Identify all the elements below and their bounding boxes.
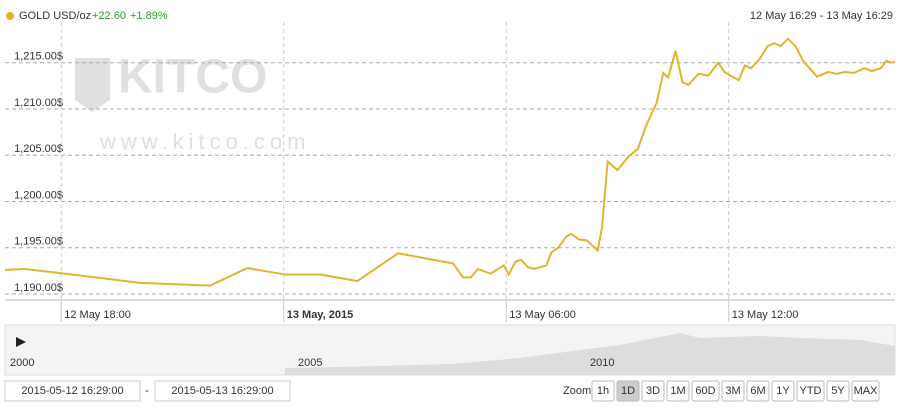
zoom-label: Zoom: — [563, 385, 594, 397]
zoom-button[interactable] — [691, 380, 720, 402]
zoom-button[interactable] — [796, 380, 825, 402]
navigator-label: 2000 — [10, 357, 34, 369]
zoom-button[interactable] — [746, 380, 770, 402]
watermark-url: www.kitco.com — [99, 129, 310, 154]
zoom-button-label[interactable]: 1D — [621, 385, 635, 397]
watermark: KITCO www.kitco.com — [75, 51, 310, 154]
price-line — [4, 37, 896, 287]
zoom-button[interactable] — [851, 380, 880, 402]
y-tick-label: 1,215.00$ — [14, 51, 63, 63]
x-tick-label: 12 May 18:00 — [64, 309, 131, 321]
zoom-button-label[interactable]: 1Y — [776, 385, 790, 397]
zoom-button[interactable] — [591, 380, 615, 402]
zoom-button-label[interactable]: 1M — [670, 385, 685, 397]
zoom-button-label[interactable]: YTD — [800, 385, 822, 397]
y-tick-label: 1,200.00$ — [14, 189, 63, 201]
x-tick-label: 13 May 06:00 — [509, 309, 576, 321]
zoom-button[interactable] — [771, 380, 795, 402]
play-button[interactable] — [16, 337, 26, 347]
zoom-button-label[interactable]: 3M — [725, 385, 740, 397]
y-tick-label: 1,190.00$ — [14, 282, 63, 294]
change: +22.60 — [92, 10, 126, 22]
zoom-button-label[interactable]: MAX — [854, 385, 879, 397]
zoom-button-label[interactable]: 6M — [750, 385, 765, 397]
date-input-text[interactable]: 2015-05-13 16:29:00 — [171, 385, 273, 397]
watermark-icon — [75, 58, 110, 112]
navigator-label: 2005 — [298, 357, 322, 369]
y-tick-label: 1,195.00$ — [14, 236, 63, 248]
y-tick-label: 1,210.00$ — [14, 97, 63, 109]
zoom-button[interactable] — [826, 380, 850, 402]
navigator-label: 2010 — [590, 357, 614, 369]
zoom-button[interactable] — [666, 380, 690, 402]
date-input-text[interactable]: 2015-05-12 16:29:00 — [21, 385, 123, 397]
range-separator: - — [145, 385, 149, 397]
date-input[interactable] — [154, 380, 291, 402]
x-tick-label: 13 May 12:00 — [732, 309, 799, 321]
zoom-button-label[interactable]: 1h — [597, 385, 609, 397]
range-label: 12 May 16:29 - 13 May 16:29 — [750, 10, 893, 22]
legend-marker — [6, 12, 14, 20]
y-tick-label: 1,205.00$ — [14, 143, 63, 155]
zoom-button[interactable] — [721, 380, 745, 402]
zoom-button[interactable] — [616, 380, 640, 402]
watermark-brand: KITCO — [118, 51, 267, 104]
zoom-button-label[interactable]: 5Y — [831, 385, 845, 397]
zoom-button-label[interactable]: 60D — [695, 385, 715, 397]
zoom-button[interactable] — [641, 380, 665, 402]
change-percent: +1.89% — [130, 10, 168, 22]
navigator-area — [285, 333, 895, 375]
date-input[interactable] — [4, 380, 141, 402]
legend-label[interactable]: GOLD USD/oz — [19, 10, 91, 22]
x-tick-label: 13 May, 2015 — [287, 309, 353, 321]
zoom-button-label[interactable]: 3D — [646, 385, 660, 397]
